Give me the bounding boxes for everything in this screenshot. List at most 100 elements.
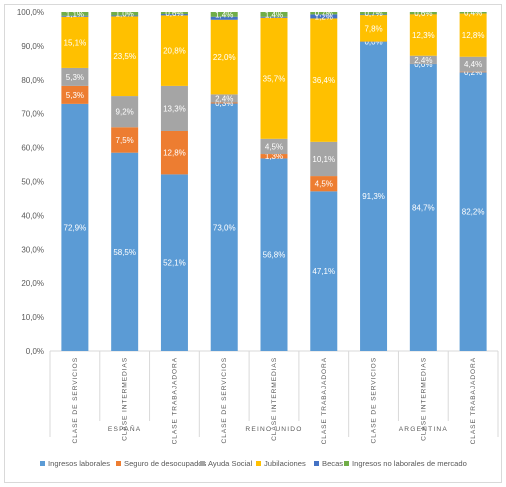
category-label: CLASE INTERMEDIAS: [271, 357, 278, 441]
legend-swatch: [116, 461, 121, 466]
legend-label: Ingresos laborales: [48, 459, 110, 468]
bar-segment: [61, 85, 89, 104]
bar-segment: [409, 14, 437, 56]
bar-segment: [360, 12, 388, 15]
y-tick-label: 40,0%: [21, 211, 44, 220]
data-label: 13,3%: [163, 104, 186, 113]
data-label: 84,7%: [412, 203, 435, 212]
bar-segment: [459, 56, 487, 72]
bar-segment: [260, 138, 288, 155]
data-label: 82,2%: [462, 208, 485, 217]
data-label: 1,2%: [315, 12, 333, 21]
data-label: 36,4%: [312, 76, 335, 85]
y-tick-label: 20,0%: [21, 279, 44, 288]
data-label: 0,3%: [215, 99, 233, 108]
y-tick-label: 60,0%: [21, 144, 44, 153]
legend-label: Ingresos no laborales de mercado: [352, 459, 467, 468]
data-label: 0,6%: [165, 9, 183, 18]
data-label: 12,8%: [163, 149, 186, 158]
data-label: 91,3%: [362, 192, 385, 201]
category-label: CLASE DE SERVICIOS: [221, 357, 228, 443]
data-label: 1,4%: [215, 10, 233, 19]
data-label: 72,9%: [64, 223, 87, 232]
data-label: 56,8%: [263, 251, 286, 260]
bar-segment: [210, 19, 238, 95]
legend-swatch: [344, 461, 349, 466]
data-label: 1,0%: [116, 10, 134, 19]
legend-swatch: [200, 461, 205, 466]
category-label: CLASE INTERMEDIAS: [420, 357, 427, 441]
bar-segment: [409, 12, 437, 15]
data-label: 2,4%: [215, 94, 233, 103]
data-label: 47,1%: [312, 267, 335, 276]
legend-label: Jubilaciones: [264, 459, 306, 468]
bar-segment: [111, 96, 139, 128]
bar-segment: [61, 67, 89, 86]
bar-segment: [310, 18, 338, 142]
bar-segment: [111, 152, 139, 351]
data-label: 9,2%: [116, 108, 134, 117]
data-label: 12,3%: [412, 31, 435, 40]
category-label: CLASE TRABAJADORA: [470, 357, 477, 444]
data-label: 4,5%: [265, 142, 283, 151]
category-label: CLASE TRABAJADORA: [321, 357, 328, 444]
data-label: 2,4%: [414, 56, 432, 65]
y-tick-label: 90,0%: [21, 42, 44, 51]
data-label: 5,3%: [66, 73, 84, 82]
data-label: 15,1%: [64, 38, 87, 47]
y-tick-label: 10,0%: [21, 313, 44, 322]
legend-swatch: [256, 461, 261, 466]
y-tick-label: 30,0%: [21, 245, 44, 254]
bar-segment: [160, 12, 188, 15]
bar-segment: [160, 85, 188, 131]
bar-segment: [210, 102, 238, 104]
data-label: 0,7%: [364, 9, 382, 18]
y-tick-label: 0,0%: [26, 347, 44, 356]
bar-segment: [260, 158, 288, 351]
bar-segment: [160, 15, 188, 86]
bar-segment: [459, 72, 487, 351]
bar-segment: [260, 17, 288, 139]
category-label: CLASE INTERMEDIAS: [122, 357, 129, 441]
data-label: 1,3%: [265, 152, 283, 161]
data-label: 10,1%: [312, 155, 335, 164]
bar-segment: [160, 130, 188, 175]
bar-segment: [459, 71, 487, 73]
category-label: CLASE TRABAJADORA: [171, 357, 178, 444]
data-label: 4,4%: [464, 60, 482, 69]
data-label: 1,4%: [265, 10, 283, 19]
bar-segment: [61, 12, 89, 16]
y-tick-label: 100,0%: [17, 8, 44, 17]
group-label: ESPAÑA: [108, 424, 141, 433]
bar-segment: [310, 191, 338, 351]
bar-segment: [310, 176, 338, 192]
bar-segment: [61, 15, 89, 17]
bar-segment: [210, 12, 238, 17]
bar-segment: [210, 94, 238, 103]
data-label: 73,0%: [213, 223, 236, 232]
legend-label: Becas: [322, 459, 343, 468]
bar-segment: [111, 12, 139, 16]
legend-label: Ayuda Social: [208, 459, 252, 468]
legend-label: Seguro de desocupados: [124, 459, 207, 468]
legend-swatch: [40, 461, 45, 466]
bar-segment: [111, 16, 139, 97]
bar-segment: [459, 13, 487, 57]
data-label: 0,0%: [364, 38, 382, 47]
data-label: 0,0%: [414, 60, 432, 69]
data-label: 5,3%: [66, 91, 84, 100]
data-label: 7,5%: [116, 136, 134, 145]
bar-segment: [260, 16, 288, 18]
data-label: 7,8%: [364, 24, 382, 33]
bar-segment: [310, 12, 338, 15]
data-label: 58,5%: [113, 248, 136, 257]
legend-swatch: [314, 461, 319, 466]
data-label: 22,0%: [213, 53, 236, 62]
y-tick-label: 50,0%: [21, 178, 44, 187]
group-label: ARGENTINA: [399, 426, 448, 433]
bar-segment: [111, 15, 139, 17]
y-tick-label: 70,0%: [21, 110, 44, 119]
data-label: 23,5%: [113, 52, 136, 61]
data-label: 4,5%: [315, 180, 333, 189]
